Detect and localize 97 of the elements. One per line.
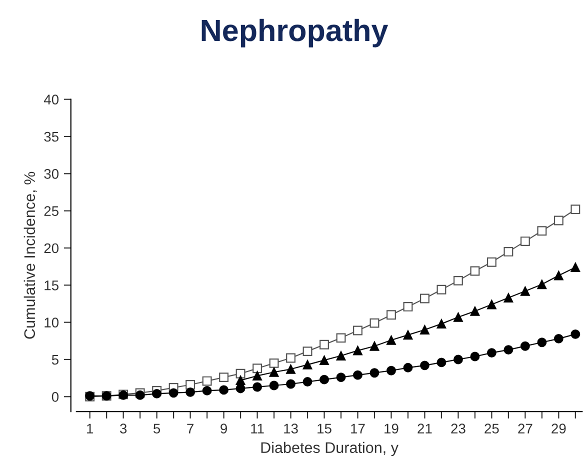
y-tick-label: 35 xyxy=(44,132,58,142)
x-tick-label: 23 xyxy=(451,424,466,434)
x-tick-label: 21 xyxy=(418,424,432,434)
point xyxy=(537,226,547,236)
point xyxy=(486,257,496,267)
point xyxy=(168,388,178,398)
point xyxy=(403,302,413,312)
point xyxy=(286,353,296,363)
point xyxy=(320,340,329,350)
point xyxy=(370,341,380,351)
y-tick-label: 25 xyxy=(44,206,58,216)
x-tick-label: 13 xyxy=(284,424,298,434)
point xyxy=(353,326,362,336)
point xyxy=(420,325,430,334)
point xyxy=(236,376,246,386)
point xyxy=(336,333,346,343)
y-tick-label: 30 xyxy=(44,168,59,179)
point xyxy=(386,366,396,376)
point xyxy=(504,246,514,256)
point xyxy=(570,204,580,214)
y-axis-title: Cumulative Incidence, % xyxy=(24,172,37,339)
point xyxy=(504,345,514,355)
point xyxy=(202,376,212,386)
point xyxy=(520,341,530,351)
point xyxy=(202,386,212,396)
point xyxy=(403,330,413,340)
point xyxy=(252,371,262,381)
point xyxy=(286,364,296,374)
point xyxy=(470,352,480,362)
point xyxy=(236,368,246,378)
point xyxy=(453,276,463,286)
point xyxy=(302,360,312,370)
point xyxy=(386,335,396,345)
point xyxy=(302,346,312,356)
y-tick-label: 10 xyxy=(44,318,59,328)
point xyxy=(302,377,312,386)
point xyxy=(286,379,296,389)
x-tick-label: 17 xyxy=(351,424,365,434)
x-tick-label: 11 xyxy=(251,424,264,434)
point xyxy=(470,266,480,276)
point xyxy=(219,385,229,395)
point xyxy=(537,280,547,290)
point xyxy=(537,338,547,348)
point xyxy=(336,372,346,382)
point xyxy=(269,367,279,377)
point xyxy=(453,312,463,322)
y-tick-label: 40 xyxy=(44,94,59,104)
point xyxy=(403,362,413,372)
x-tick-label: 15 xyxy=(318,424,332,434)
y-tick-label: 20 xyxy=(44,243,59,254)
point xyxy=(520,236,530,246)
point xyxy=(570,329,580,339)
point xyxy=(269,380,279,390)
point xyxy=(252,382,262,392)
point xyxy=(386,310,396,320)
x-tick-label: 29 xyxy=(552,424,566,434)
point xyxy=(186,387,196,397)
chart-title: Nephropathy xyxy=(202,18,388,48)
point xyxy=(353,346,362,356)
point xyxy=(320,374,329,384)
x-tick-label: 9 xyxy=(220,424,227,434)
point xyxy=(453,354,463,364)
point xyxy=(152,388,162,398)
point xyxy=(219,372,229,382)
point xyxy=(470,306,480,316)
point xyxy=(554,216,564,226)
x-tick-label: 3 xyxy=(120,424,127,434)
point xyxy=(336,351,346,360)
point xyxy=(554,270,564,280)
point xyxy=(486,348,496,358)
x-tick-label: 7 xyxy=(187,424,194,434)
point xyxy=(436,358,446,368)
x-tick-label: 25 xyxy=(484,424,499,434)
point xyxy=(420,294,430,304)
y-tick-label: 5 xyxy=(52,354,58,365)
x-tick-label: 27 xyxy=(518,424,532,434)
point xyxy=(554,334,564,344)
point xyxy=(420,360,430,370)
y-tick-label: 15 xyxy=(44,280,58,290)
point xyxy=(269,358,279,368)
y-tick-label: 0 xyxy=(52,392,59,402)
point xyxy=(353,370,362,380)
point xyxy=(370,368,380,378)
point xyxy=(504,293,514,303)
point xyxy=(320,356,329,365)
point xyxy=(252,364,262,374)
x-tick-label: 19 xyxy=(384,424,398,434)
point xyxy=(436,284,446,294)
point xyxy=(570,262,580,272)
point xyxy=(486,300,496,310)
x-tick-label: 5 xyxy=(154,424,160,434)
x-axis-title: Diabetes Duration, y xyxy=(261,442,398,456)
point xyxy=(236,384,246,394)
x-tick-label: 1 xyxy=(87,424,94,434)
point xyxy=(370,318,380,328)
point xyxy=(520,286,530,296)
point xyxy=(436,319,446,329)
